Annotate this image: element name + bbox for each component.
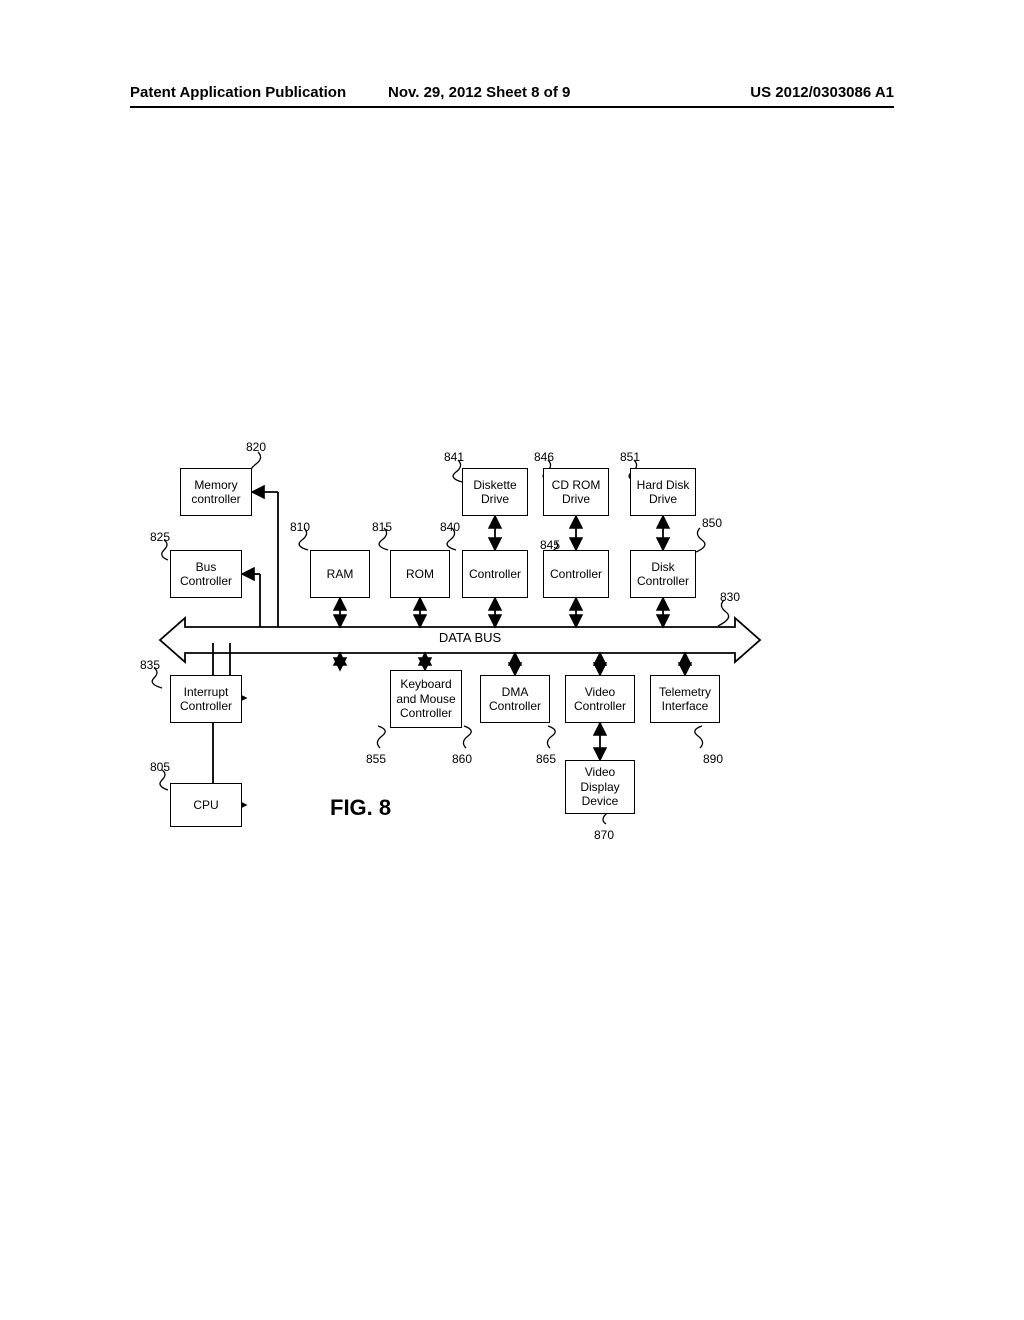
refnum-870: 870: [594, 828, 614, 842]
block-telemetry: TelemetryInterface: [650, 675, 720, 723]
block-cpu: CPU: [170, 783, 242, 827]
refnum-825: 825: [150, 530, 170, 544]
refnum-810: 810: [290, 520, 310, 534]
block-ctrl-a: Controller: [462, 550, 528, 598]
block-harddisk: Hard DiskDrive: [630, 468, 696, 516]
refnum-850: 850: [702, 516, 722, 530]
block-diskette: DisketteDrive: [462, 468, 528, 516]
block-dma: DMAController: [480, 675, 550, 723]
block-video-disp: VideoDisplayDevice: [565, 760, 635, 814]
block-interrupt-ctrl: InterruptController: [170, 675, 242, 723]
block-memory-ctrl: Memorycontroller: [180, 468, 252, 516]
refnum-841: 841: [444, 450, 464, 464]
refnum-845: 845: [540, 538, 560, 552]
refnum-860: 860: [452, 752, 472, 766]
refnum-855: 855: [366, 752, 386, 766]
block-ram: RAM: [310, 550, 370, 598]
refnum-805: 805: [150, 760, 170, 774]
block-bus-ctrl: BusController: [170, 550, 242, 598]
block-disk-ctrl: DiskController: [630, 550, 696, 598]
refnum-846: 846: [534, 450, 554, 464]
refnum-820: 820: [246, 440, 266, 454]
block-video-ctrl: VideoController: [565, 675, 635, 723]
refnum-835: 835: [140, 658, 160, 672]
refnum-890: 890: [703, 752, 723, 766]
refnum-851: 851: [620, 450, 640, 464]
figure-label: FIG. 8: [330, 795, 391, 821]
data-bus-label: DATA BUS: [430, 630, 510, 645]
refnum-830: 830: [720, 590, 740, 604]
block-ctrl-b: Controller: [543, 550, 609, 598]
block-rom: ROM: [390, 550, 450, 598]
refnum-815: 815: [372, 520, 392, 534]
figure-8-diagram: DATA BUS Memorycontroller BusController In…: [0, 0, 1024, 1320]
block-kbd-mouse: Keyboardand MouseController: [390, 670, 462, 728]
refnum-865: 865: [536, 752, 556, 766]
block-cdrom: CD ROMDrive: [543, 468, 609, 516]
refnum-840: 840: [440, 520, 460, 534]
